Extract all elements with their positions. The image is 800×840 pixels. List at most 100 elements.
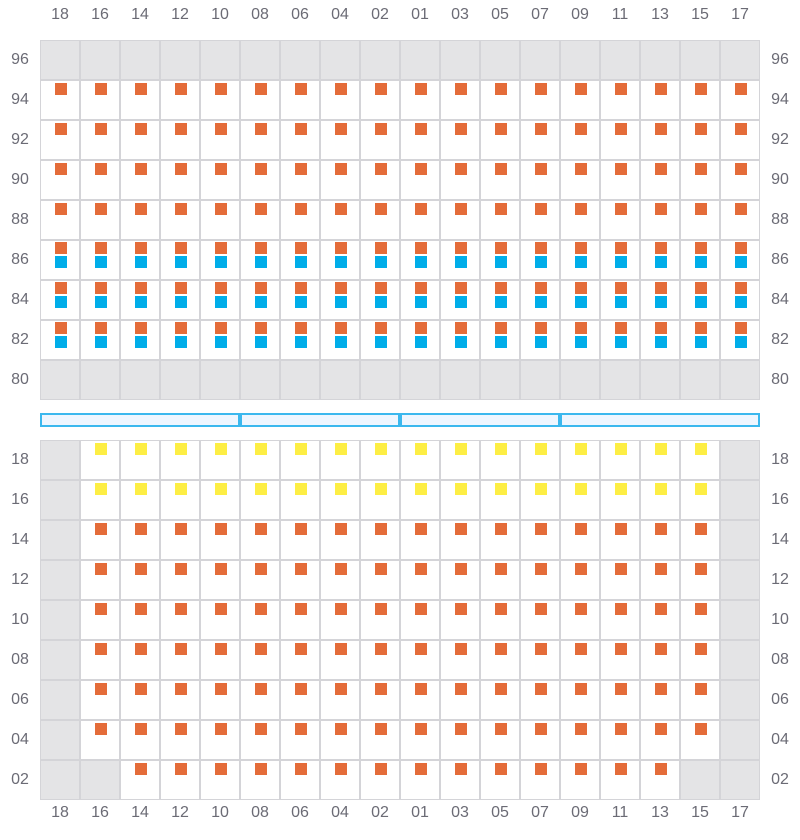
bottom-cell[interactable] [200, 640, 240, 680]
bottom-cell[interactable] [640, 520, 680, 560]
bottom-cell[interactable] [440, 520, 480, 560]
top-cell[interactable] [440, 320, 480, 360]
top-cell[interactable] [400, 160, 440, 200]
bottom-cell[interactable] [400, 480, 440, 520]
top-cell[interactable] [600, 240, 640, 280]
top-cell[interactable] [360, 160, 400, 200]
top-cell[interactable] [560, 160, 600, 200]
bottom-cell[interactable] [160, 520, 200, 560]
top-cell[interactable] [440, 120, 480, 160]
bottom-cell[interactable] [520, 600, 560, 640]
top-cell[interactable] [640, 320, 680, 360]
bottom-cell[interactable] [160, 680, 200, 720]
top-cell[interactable] [80, 80, 120, 120]
bottom-cell[interactable] [560, 760, 600, 800]
top-cell[interactable] [160, 200, 200, 240]
bottom-cell[interactable] [280, 520, 320, 560]
top-cell[interactable] [640, 240, 680, 280]
top-cell[interactable] [320, 320, 360, 360]
top-cell[interactable] [480, 200, 520, 240]
bottom-cell[interactable] [600, 680, 640, 720]
top-cell[interactable] [360, 80, 400, 120]
top-cell[interactable] [280, 240, 320, 280]
bottom-cell[interactable] [400, 680, 440, 720]
bottom-cell[interactable] [680, 680, 720, 720]
top-cell[interactable] [400, 280, 440, 320]
top-cell[interactable] [120, 280, 160, 320]
bottom-cell[interactable] [120, 720, 160, 760]
bottom-cell[interactable] [480, 520, 520, 560]
top-cell[interactable] [600, 80, 640, 120]
bottom-cell[interactable] [600, 520, 640, 560]
bottom-cell[interactable] [240, 640, 280, 680]
bottom-cell[interactable] [360, 720, 400, 760]
top-cell[interactable] [360, 200, 400, 240]
top-cell[interactable] [160, 120, 200, 160]
bottom-cell[interactable] [360, 520, 400, 560]
bottom-cell[interactable] [680, 520, 720, 560]
bottom-cell[interactable] [560, 520, 600, 560]
top-cell[interactable] [280, 160, 320, 200]
bottom-cell[interactable] [200, 600, 240, 640]
top-cell[interactable] [720, 240, 760, 280]
bottom-cell[interactable] [160, 480, 200, 520]
bottom-cell[interactable] [320, 480, 360, 520]
bottom-cell[interactable] [320, 720, 360, 760]
top-cell[interactable] [680, 160, 720, 200]
top-cell[interactable] [720, 120, 760, 160]
top-cell[interactable] [120, 80, 160, 120]
top-cell[interactable] [40, 80, 80, 120]
bottom-cell[interactable] [360, 640, 400, 680]
bottom-cell[interactable] [160, 600, 200, 640]
bottom-cell[interactable] [200, 520, 240, 560]
top-cell[interactable] [40, 320, 80, 360]
bottom-cell[interactable] [240, 440, 280, 480]
bottom-cell[interactable] [200, 480, 240, 520]
top-cell[interactable] [360, 320, 400, 360]
top-cell[interactable] [120, 160, 160, 200]
bottom-cell[interactable] [320, 680, 360, 720]
top-cell[interactable] [680, 280, 720, 320]
bottom-cell[interactable] [480, 640, 520, 680]
bottom-cell[interactable] [360, 440, 400, 480]
bottom-cell[interactable] [360, 560, 400, 600]
bottom-cell[interactable] [280, 440, 320, 480]
bottom-cell[interactable] [400, 720, 440, 760]
bottom-cell[interactable] [520, 480, 560, 520]
top-cell[interactable] [240, 80, 280, 120]
top-cell[interactable] [400, 200, 440, 240]
top-cell[interactable] [600, 200, 640, 240]
top-cell[interactable] [200, 160, 240, 200]
bottom-cell[interactable] [240, 720, 280, 760]
bottom-cell[interactable] [200, 680, 240, 720]
top-cell[interactable] [200, 120, 240, 160]
bottom-cell[interactable] [440, 760, 480, 800]
top-cell[interactable] [40, 120, 80, 160]
bottom-cell[interactable] [240, 480, 280, 520]
bottom-cell[interactable] [640, 480, 680, 520]
bottom-cell[interactable] [240, 600, 280, 640]
bottom-cell[interactable] [120, 680, 160, 720]
bottom-cell[interactable] [320, 600, 360, 640]
bottom-cell[interactable] [240, 520, 280, 560]
bottom-cell[interactable] [120, 760, 160, 800]
bottom-cell[interactable] [640, 560, 680, 600]
bottom-cell[interactable] [640, 600, 680, 640]
bottom-cell[interactable] [600, 600, 640, 640]
bottom-cell[interactable] [480, 760, 520, 800]
bottom-cell[interactable] [480, 720, 520, 760]
top-cell[interactable] [360, 280, 400, 320]
top-cell[interactable] [560, 280, 600, 320]
top-cell[interactable] [520, 200, 560, 240]
top-cell[interactable] [280, 80, 320, 120]
top-cell[interactable] [200, 80, 240, 120]
bottom-cell[interactable] [480, 600, 520, 640]
top-cell[interactable] [280, 320, 320, 360]
top-cell[interactable] [400, 320, 440, 360]
bottom-cell[interactable] [400, 560, 440, 600]
bottom-cell[interactable] [120, 640, 160, 680]
top-cell[interactable] [40, 200, 80, 240]
bottom-cell[interactable] [280, 680, 320, 720]
top-cell[interactable] [320, 80, 360, 120]
top-cell[interactable] [480, 240, 520, 280]
